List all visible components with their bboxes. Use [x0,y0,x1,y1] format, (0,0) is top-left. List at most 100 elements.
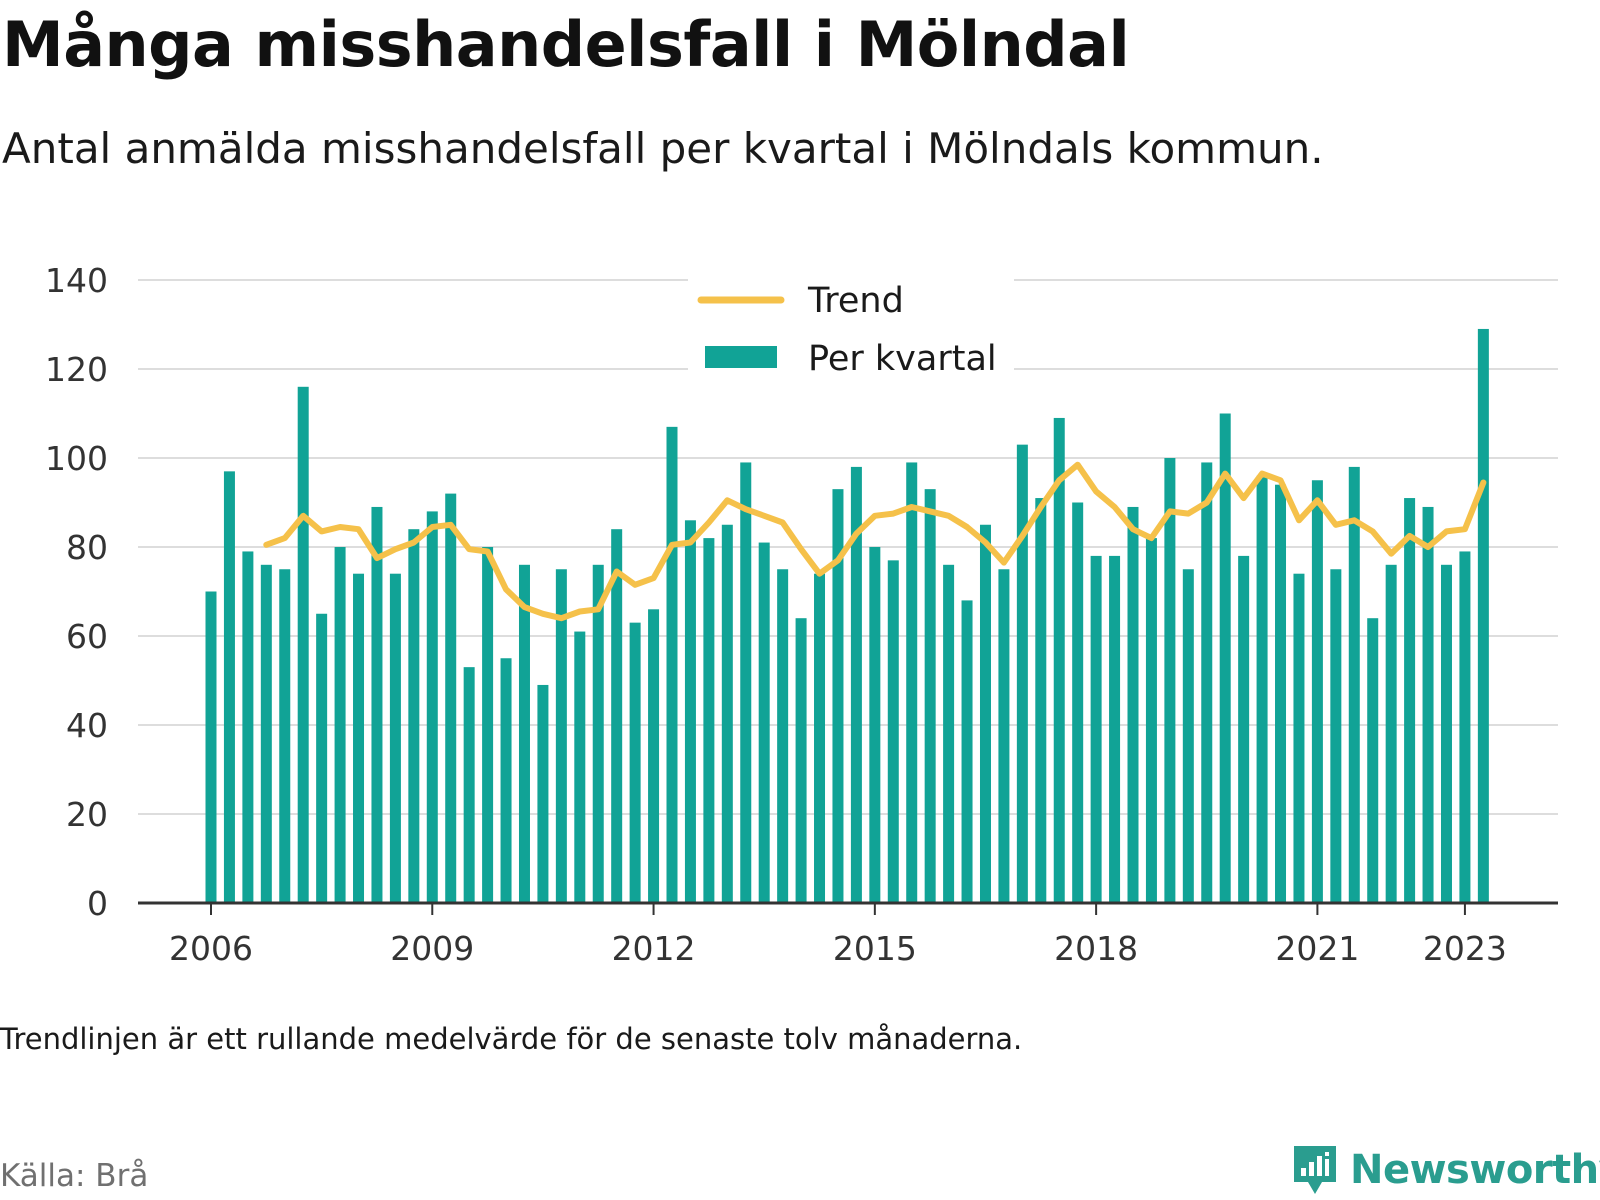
y-tick-label: 100 [45,439,108,478]
footnote: Trendlinjen är ett rullande medelvärde f… [0,1022,1023,1056]
page-title: Många misshandelsfall i Mölndal [2,8,1130,81]
bar [334,547,346,903]
bar [500,658,512,903]
bar [463,667,475,903]
bar [1385,564,1397,903]
bar [316,613,328,903]
legend-trend-label: Trend [807,281,904,321]
brand-logo: Newsworthy [1290,1140,1600,1200]
y-tick-label: 140 [45,261,108,300]
bar [1219,413,1231,903]
x-tick-label: 2023 [1423,929,1507,968]
bar [850,466,862,903]
bar [1348,466,1360,903]
page-subtitle: Antal anmälda misshandelsfall per kvarta… [2,124,1324,173]
bar [1330,569,1342,903]
legend: Trend Per kvartal [688,278,1014,379]
bar [832,489,844,903]
bar [758,542,770,903]
bar [684,520,696,903]
x-tick-label: 2021 [1275,929,1359,968]
bar [979,524,991,903]
bar [777,569,789,903]
y-tick-label: 120 [45,350,108,389]
x-tick-label: 2015 [833,929,917,968]
bar [1404,498,1416,903]
bar [1109,555,1121,903]
bar [998,569,1010,903]
bar [279,569,291,903]
bar [1090,555,1102,903]
bar [1311,480,1323,903]
bar [353,573,365,903]
bar [1072,502,1084,903]
y-tick-label: 0 [87,884,108,923]
bar [1477,328,1489,903]
y-axis-ticks: 0 20 40 60 80 100 120 140 [45,261,108,923]
bar [389,573,401,903]
trend-line [263,461,1487,622]
bar [426,511,438,903]
brand-name: Newsworthy [1350,1147,1600,1193]
bar [1367,618,1379,903]
bar [1422,506,1434,903]
bar [482,547,494,903]
legend-bar-label: Per kvartal [808,339,997,379]
x-tick-label: 2009 [390,929,474,968]
bar [205,591,217,903]
bar [795,618,807,903]
bar-series [205,328,1489,903]
trend-series [263,461,1487,622]
bar [648,609,660,903]
source-label: Källa: Brå [0,1158,149,1194]
bar [1127,506,1139,903]
bar [1035,498,1047,903]
bar [1256,475,1268,903]
bar [1459,551,1471,903]
bar [574,631,586,903]
bar [924,489,936,903]
bar [1053,417,1065,903]
bar [666,426,678,903]
bar [1275,484,1287,903]
x-tick-label: 2006 [169,929,253,968]
x-axis: 2006 2009 2012 2015 2018 2021 2023 [138,901,1558,968]
bar [537,684,549,903]
bar [445,493,457,903]
newsworthy-icon [1294,1146,1336,1194]
bar [961,600,973,903]
bar [1182,569,1194,903]
bar [814,573,826,903]
bar [555,569,567,903]
bar [1238,555,1250,903]
bar [1440,564,1452,903]
bar [906,462,918,903]
bar [703,538,715,903]
bar [611,529,623,903]
bar [1164,458,1176,903]
x-tick-label: 2018 [1054,929,1138,968]
bar [260,564,272,903]
bar [721,524,733,903]
bar [740,462,752,903]
bar [242,551,254,903]
bar [1016,444,1028,903]
y-tick-label: 20 [66,795,108,834]
bar [1293,573,1305,903]
bar [943,564,955,903]
bar [408,529,420,903]
bar [1201,462,1213,903]
bar [592,564,604,903]
y-tick-label: 40 [66,706,108,745]
bar [869,547,881,903]
bar [223,471,235,903]
bar [1145,538,1157,903]
y-tick-label: 60 [66,617,108,656]
y-tick-label: 80 [66,528,108,567]
bar [297,386,309,903]
x-tick-label: 2012 [612,929,696,968]
bar [518,564,530,903]
legend-bar-swatch [705,346,777,368]
bar [887,560,899,903]
